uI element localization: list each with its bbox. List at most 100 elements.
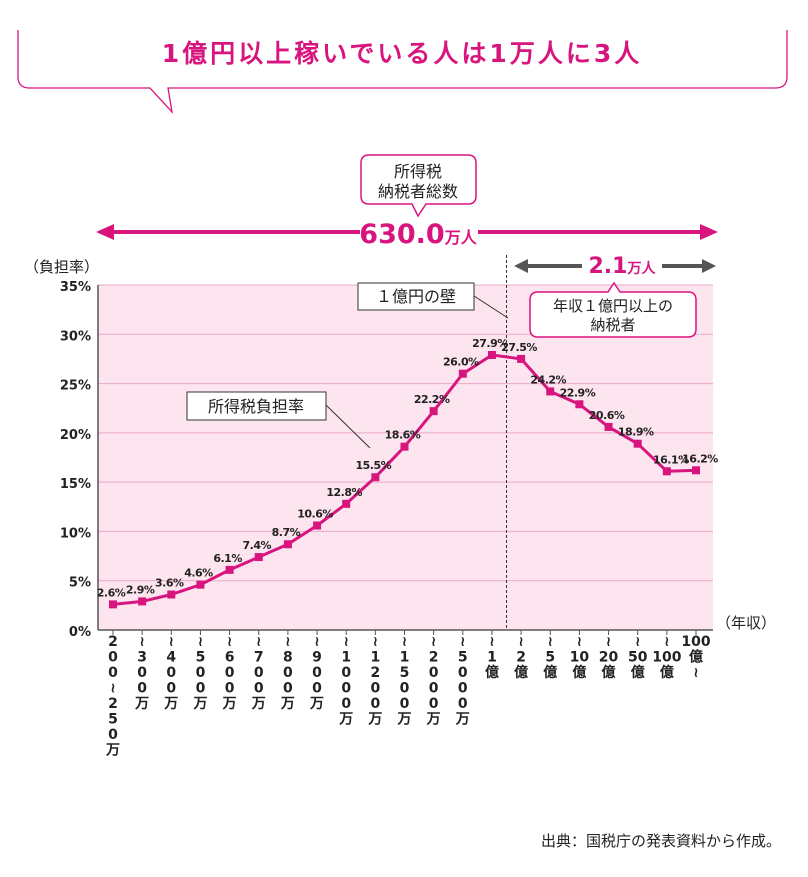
plot-area <box>98 285 713 630</box>
data-label: 7.4% <box>242 539 271 552</box>
x-axis-label: （年収） <box>716 614 776 632</box>
subtotal-value: 2.1万人 <box>589 254 657 279</box>
data-label: 10.6% <box>297 508 333 521</box>
y-tick-label: 35% <box>60 280 91 295</box>
banner-title: 1億円以上稼いでいる人は1万人に3人 <box>162 39 642 68</box>
data-point <box>633 439 642 448</box>
data-label: 22.9% <box>560 386 596 399</box>
x-tick-label: ≀ 10 億 <box>570 634 590 681</box>
x-tick-label: ≀ 9 0 0 万 <box>309 634 324 712</box>
data-point <box>575 400 584 409</box>
data-label: 18.6% <box>385 429 421 442</box>
data-labels: 2.6% 2.9%3.6%4.6%6.1%7.4%8.7% 10.6% 12.8% 15… <box>97 337 719 599</box>
data-point <box>138 597 147 606</box>
x-tick-label: ≀ 20 億 <box>599 634 619 681</box>
billion-wall-callout: １億円の壁 <box>357 282 509 319</box>
data-point <box>692 466 700 475</box>
wall-callout-text: １億円の壁 <box>376 287 456 306</box>
data-point <box>109 600 117 609</box>
x-tick-label: ≀ 1 0 0 0 万 <box>338 634 353 728</box>
sub-arrow-right-head <box>702 259 716 273</box>
x-tick-label: ≀ 5 億 <box>543 634 557 681</box>
x-tick-label: ≀ 4 0 0 万 <box>163 634 178 712</box>
x-tick-label: ≀ 2 0 0 0 万 <box>426 634 441 728</box>
data-label: 27.9% <box>472 337 508 350</box>
y-axis-label: （負担率） <box>24 258 99 276</box>
high-income-bubble <box>529 281 697 338</box>
data-label: 4.6% <box>184 567 213 580</box>
data-label: 8.7% <box>272 526 301 539</box>
x-ticks: 2 0 0 ≀ 2 5 0 万 ≀ 3 0 0 万 ≀ 4 0 0 万 ≀ 5 0 0 万 ≀ 6 0 0 万 ≀ 7 0 0 万 ≀ 8 0 0 万 ≀ 9… <box>105 630 711 759</box>
data-label: 12.8% <box>326 486 362 499</box>
x-tick-label: ≀ 7 0 0 万 <box>251 634 266 712</box>
total-value: 630.0万人 <box>359 219 477 250</box>
y-ticks: 0% 5% 10% 15% 20% 25% 30% 35% <box>60 280 91 640</box>
data-label: 3.6% <box>155 577 184 590</box>
x-tick-label: ≀ 1 億 <box>485 634 499 681</box>
data-point <box>254 553 263 562</box>
data-point <box>487 350 496 359</box>
data-point <box>458 369 467 378</box>
x-tick-label: ≀ 2 億 <box>514 634 528 681</box>
total-unit: 万人 <box>444 228 478 247</box>
y-tick-label: 25% <box>60 379 91 394</box>
x-tick-label: ≀ 100 億 <box>652 634 681 681</box>
data-label: 16.2% <box>682 452 718 465</box>
subtotal-arrow: 2.1万人 <box>514 254 716 279</box>
data-point <box>546 387 555 396</box>
data-point <box>604 422 613 431</box>
x-tick-label: ≀ 5 0 0 万 <box>192 634 207 712</box>
data-point <box>342 499 351 508</box>
x-tick-label: ≀ 5 0 0 0 万 <box>455 634 470 728</box>
data-label: 22.2% <box>414 393 450 406</box>
data-label: 20.6% <box>589 409 625 422</box>
data-point <box>313 521 322 530</box>
subtotal-unit: 万人 <box>626 260 656 277</box>
series-callout: 所得税負担率 <box>186 391 371 449</box>
y-tick-label: 5% <box>69 576 91 591</box>
data-label: 2.6% <box>97 586 126 599</box>
arrow-left-head <box>96 224 114 240</box>
data-label: 2.9% <box>126 583 155 596</box>
wall-callout-leader <box>473 295 509 319</box>
data-point <box>662 467 671 476</box>
x-tick-label: ≀ 3 0 0 万 <box>134 634 149 712</box>
data-label: 27.5% <box>501 341 537 354</box>
data-label: 6.1% <box>213 552 242 565</box>
data-label: 24.2% <box>530 373 566 386</box>
wall-callout-box <box>357 282 475 311</box>
x-tick-label: ≀ 50 億 <box>628 634 648 681</box>
x-tick-label: 2 0 0 ≀ 2 5 0 万 <box>105 634 120 759</box>
y-tick-label: 0% <box>69 625 91 640</box>
total-arrow: 630.0万人 <box>96 219 718 250</box>
high-income-line1: 年収１億円以上の <box>553 297 673 315</box>
x-tick-label: ≀ 6 0 0 万 <box>222 634 237 712</box>
series-callout-box <box>186 391 327 421</box>
data-label: 16.1% <box>653 453 689 466</box>
data-point <box>167 590 176 599</box>
data-point <box>517 354 526 363</box>
arrow-right-head <box>700 224 718 240</box>
data-label: 18.9% <box>618 426 654 439</box>
total-taxpayers-callout: 所得税 納税者総数 <box>360 154 477 218</box>
x-tick-label: ≀ 1 2 0 0 万 <box>367 634 382 728</box>
data-label: 15.5% <box>356 459 392 472</box>
callout-total-line1: 所得税 <box>394 162 442 181</box>
data-point <box>429 407 438 416</box>
data-point <box>225 565 234 574</box>
y-tick-label: 20% <box>60 428 91 443</box>
x-tick-label: ≀ 1 5 0 0 万 <box>397 634 412 728</box>
series-callout-text: 所得税負担率 <box>208 397 304 416</box>
data-point <box>371 473 380 482</box>
x-tick-label: ≀ 8 0 0 万 <box>280 634 295 712</box>
data-point <box>283 540 292 549</box>
series-tax-burden <box>109 350 700 609</box>
y-tick-label: 10% <box>60 526 91 541</box>
total-number: 630.0 <box>359 219 444 250</box>
callout-total-line2: 納税者総数 <box>378 182 458 201</box>
title-banner: 1億円以上稼いでいる人は1万人に3人 <box>17 30 788 115</box>
source-note: 出典：国税庁の発表資料から作成。 <box>541 832 781 850</box>
subtotal-number: 2.1 <box>589 254 628 279</box>
banner-bubble <box>17 30 788 115</box>
